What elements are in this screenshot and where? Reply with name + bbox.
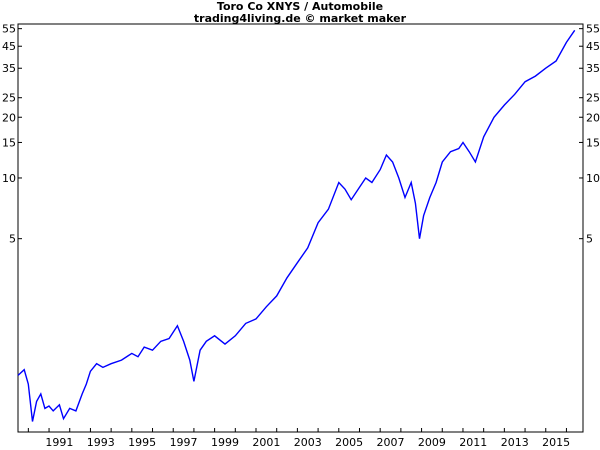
plot-area-frame <box>17 23 584 433</box>
y-tick-label-right: 5 <box>586 233 593 246</box>
x-tick-label: 2015 <box>542 436 570 449</box>
x-tick-label: 1997 <box>170 436 198 449</box>
x-tick-label: 2001 <box>252 436 280 449</box>
x-tick-label: 2003 <box>294 436 322 449</box>
x-tick-label: 1993 <box>87 436 115 449</box>
y-tick-label-right: 10 <box>586 172 600 185</box>
x-tick-label: 1999 <box>211 436 239 449</box>
chart-title: Toro Co XNYS / Automobile <box>216 0 384 13</box>
chart-subtitle: trading4living.de © market maker <box>193 12 407 25</box>
series-line <box>17 29 576 422</box>
x-tick-label: 2007 <box>377 436 405 449</box>
y-tick-label-left: 45 <box>2 40 16 53</box>
y-tick-label-left: 15 <box>2 136 16 149</box>
y-tick-label-left: 5 <box>9 233 16 246</box>
x-axis: 1991 1993 1995 1997 1999 2001 2003 2005 2007 2009… <box>27 428 570 449</box>
y-tick-label-left: 35 <box>2 62 16 75</box>
x-tick-label: 2009 <box>418 436 446 449</box>
y-tick-label-left: 25 <box>2 92 16 105</box>
x-tick-label: 2013 <box>501 436 529 449</box>
x-tick-label: 1995 <box>128 436 156 449</box>
y-tick-label-right: 15 <box>586 136 600 149</box>
y-tick-label-right: 55 <box>586 23 600 36</box>
y-axis-right: 5 10 15 20 25 35 45 55 <box>579 23 600 246</box>
y-tick-label-left: 55 <box>2 23 16 36</box>
x-tick-label: 1991 <box>45 436 73 449</box>
y-tick-label-right: 20 <box>586 111 600 124</box>
y-tick-label-right: 35 <box>586 62 600 75</box>
y-tick-label-left: 20 <box>2 111 16 124</box>
y-tick-label-right: 45 <box>586 40 600 53</box>
y-tick-label-left: 10 <box>2 172 16 185</box>
y-tick-label-right: 25 <box>586 92 600 105</box>
y-axis-left: 5 10 15 20 25 35 45 55 <box>2 23 22 246</box>
x-tick-label: 2005 <box>335 436 363 449</box>
x-tick-label: 2011 <box>459 436 487 449</box>
